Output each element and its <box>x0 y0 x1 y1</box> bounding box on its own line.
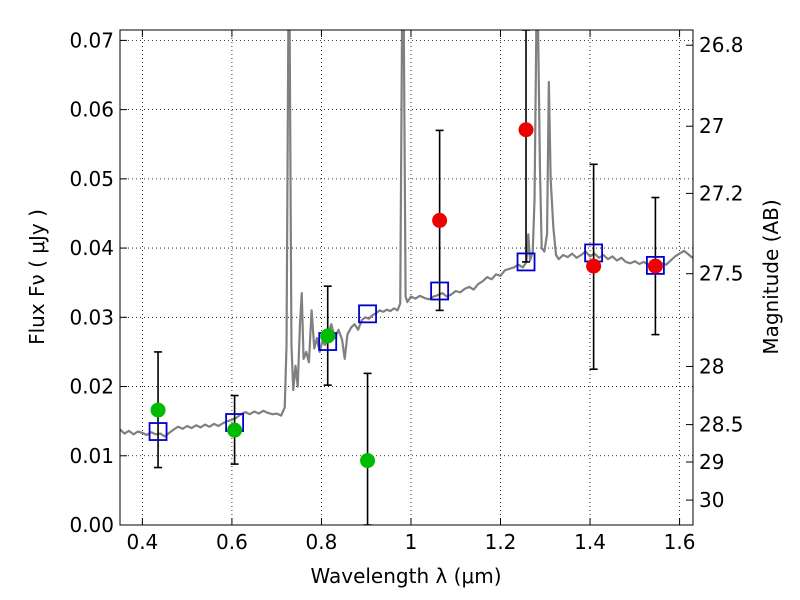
y-tick-label: 0.04 <box>69 236 114 260</box>
observed-flux-point <box>150 402 166 418</box>
observed-flux-point <box>586 258 602 274</box>
x-tick-label: 1 <box>405 530 418 554</box>
y-tick-label: 0.01 <box>69 444 114 468</box>
magnitude-tick-label: 26.8 <box>699 33 744 57</box>
observed-flux-point <box>647 258 663 274</box>
x-tick-label: 1.2 <box>485 530 517 554</box>
y-tick-label: 0.06 <box>69 98 114 122</box>
y-axis-left: 0.00 0.01 0.02 0.03 0.04 0.05 0.06 0.07 <box>69 28 127 537</box>
observed-flux-point <box>432 212 448 228</box>
model-flux-square <box>645 255 665 275</box>
grid <box>120 30 693 526</box>
observed-flux-point <box>320 328 336 344</box>
observed-flux-point <box>360 453 376 469</box>
model-flux-square <box>148 422 168 441</box>
y-tick-label: 0.05 <box>69 167 114 191</box>
model-flux-square <box>358 304 377 324</box>
magnitude-tick-label: 27 <box>699 114 724 138</box>
y-tick-label: 0.07 <box>69 28 114 52</box>
x-tick-label: 1.6 <box>664 530 696 554</box>
y-tick-label: 0.02 <box>69 375 114 399</box>
x-tick-label: 0.4 <box>126 530 158 554</box>
x-tick-label: 1.4 <box>574 530 606 554</box>
y-axis-label: Flux Fν ( μJy ) <box>25 209 49 345</box>
model-flux-square <box>516 252 536 272</box>
magnitude-tick-label: 30 <box>699 488 724 512</box>
sed-spectrum-line <box>120 30 693 438</box>
x-axis-label: Wavelength λ (μm) <box>310 564 501 588</box>
y-tick-label: 0.00 <box>69 513 114 537</box>
magnitude-tick-label: 27.5 <box>699 262 744 286</box>
magnitude-tick-label: 28.5 <box>699 413 744 437</box>
y-axis-right: 26.8 27 27.2 27.5 28 28.5 29 30 <box>686 33 744 512</box>
magnitude-tick-label: 29 <box>699 450 724 474</box>
plot-area <box>120 30 693 525</box>
observed-flux-point <box>227 422 243 438</box>
x-tick-label: 0.8 <box>306 530 338 554</box>
x-tick-label: 0.6 <box>216 530 248 554</box>
y-tick-label: 0.03 <box>69 305 114 329</box>
plot-frame <box>119 29 694 526</box>
model-flux-square <box>430 281 450 301</box>
x-axis: 0.4 0.6 0.8 1 1.2 1.4 1.6 <box>126 30 695 554</box>
magnitude-tick-label: 27.2 <box>699 181 744 205</box>
observed-flux-point <box>518 122 534 138</box>
magnitude-tick-label: 28 <box>699 354 724 378</box>
right-axis-label: Magnitude (AB) <box>759 199 783 354</box>
